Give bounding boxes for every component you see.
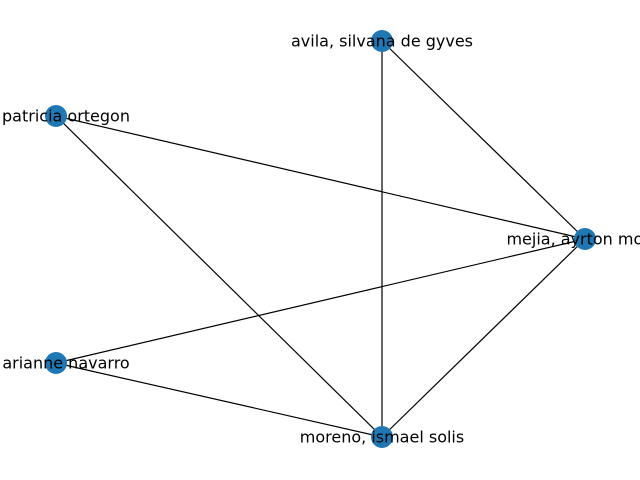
edge-arianne-mejia bbox=[55, 238, 586, 364]
node-moreno bbox=[371, 426, 393, 448]
nodes-layer bbox=[45, 30, 596, 448]
node-label-patricia: o, patricia ortegon bbox=[0, 107, 130, 126]
node-avila bbox=[371, 30, 393, 52]
node-mejia bbox=[574, 228, 596, 250]
edge-avila-mejia bbox=[381, 40, 586, 240]
edge-mejia-moreno bbox=[381, 238, 586, 438]
labels-layer: avila, silvana de gyves o, patricia orteg… bbox=[0, 32, 640, 447]
edge-arianne-moreno bbox=[55, 362, 383, 438]
node-arianne bbox=[45, 352, 67, 374]
node-label-moreno: moreno, ismael solis bbox=[300, 428, 464, 447]
edge-patricia-moreno bbox=[55, 115, 383, 438]
node-label-avila: avila, silvana de gyves bbox=[291, 32, 473, 51]
edges-layer bbox=[55, 40, 586, 438]
node-label-mejia: mejia, ayrton mond bbox=[506, 230, 640, 249]
node-label-arianne: e, arianne navarro bbox=[0, 354, 130, 373]
node-patricia bbox=[45, 105, 67, 127]
edge-patricia-mejia bbox=[55, 115, 586, 240]
